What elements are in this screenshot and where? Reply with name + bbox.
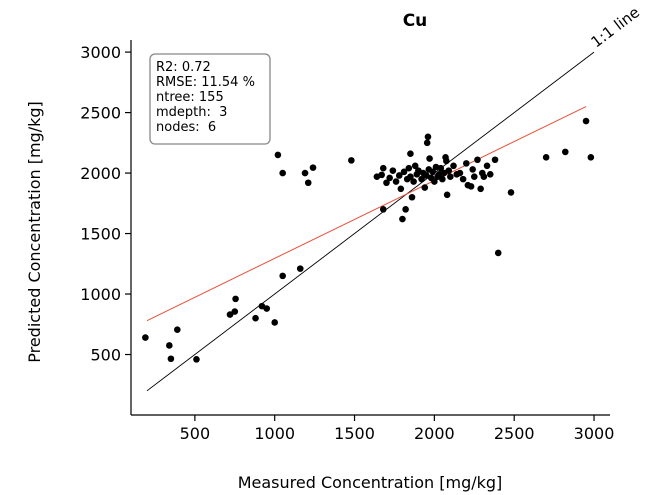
stats-nodes: nodes: 6 [156, 120, 216, 135]
data-point [408, 193, 416, 201]
data-point [397, 185, 405, 193]
data-point [463, 160, 470, 167]
data-point [383, 179, 390, 187]
data-point [469, 166, 476, 173]
data-point [389, 167, 397, 174]
y-tick-label: 2500 [80, 104, 121, 123]
data-point [410, 178, 417, 185]
data-point [426, 155, 433, 162]
y-axis-label: Predicted Concentration [mg/kg] [25, 101, 44, 363]
data-point [301, 169, 309, 177]
y-tick-label: 1500 [80, 225, 121, 244]
data-point [467, 183, 475, 190]
data-point [561, 148, 569, 156]
data-point [494, 249, 502, 257]
y-tick-label: 1000 [80, 285, 121, 304]
data-point [193, 356, 200, 363]
data-point [447, 173, 454, 180]
data-point [226, 311, 234, 318]
identity-line-label: 1:1 line [588, 3, 643, 51]
data-point [424, 133, 432, 141]
data-point [474, 156, 481, 164]
data-point [263, 305, 271, 312]
data-point [252, 314, 259, 322]
y-tick-label: 2000 [80, 164, 121, 183]
data-point [274, 151, 282, 159]
data-point [296, 265, 304, 272]
data-point [400, 168, 408, 176]
stats-mdepth: mdepth: 3 [156, 105, 227, 120]
data-point [437, 164, 445, 172]
x-tick-label: 1000 [254, 424, 295, 443]
data-point [439, 175, 446, 183]
data-point [418, 175, 425, 183]
data-point [477, 185, 484, 193]
data-point [411, 162, 419, 170]
data-point [379, 206, 387, 213]
stats-r2: R2: 0.72 [156, 60, 211, 75]
data-point [429, 168, 437, 176]
stats-rmse: RMSE: 11.54 % [156, 75, 255, 90]
data-point [459, 175, 467, 183]
x-tick-label: 1500 [334, 424, 375, 443]
data-point [443, 157, 450, 165]
x-tick-label: 500 [180, 424, 211, 443]
data-point [174, 326, 181, 334]
data-point [421, 184, 429, 191]
x-tick-label: 2500 [494, 424, 535, 443]
data-point [405, 164, 413, 172]
data-point [582, 117, 590, 125]
data-point [470, 173, 478, 180]
data-point [507, 189, 515, 196]
data-point [379, 164, 387, 172]
data-point [167, 355, 175, 363]
data-point [445, 167, 453, 174]
data-point [309, 164, 317, 171]
data-point [271, 319, 279, 326]
y-tick-label: 3000 [80, 43, 121, 62]
data-point [480, 173, 488, 180]
data-point [231, 308, 239, 315]
stats-box: R2: 0.72 RMSE: 11.54 % ntree: 155 mdepth… [149, 53, 271, 145]
data-point [142, 334, 149, 341]
data-point [407, 150, 414, 158]
x-tick-label: 2000 [414, 424, 455, 443]
data-point [395, 172, 403, 179]
data-point [304, 179, 312, 187]
data-point [456, 169, 464, 177]
data-point [587, 154, 595, 161]
regression-line [146, 106, 587, 322]
data-point [378, 171, 385, 179]
data-point [423, 139, 431, 147]
data-point [348, 157, 355, 164]
data-point [407, 173, 414, 180]
data-point [486, 170, 494, 178]
identity-line [146, 51, 595, 392]
x-tick-label: 3000 [574, 424, 615, 443]
data-point [279, 169, 286, 177]
data-point [386, 174, 393, 182]
data-point [483, 162, 491, 170]
y-tick-label: 500 [90, 346, 121, 365]
chart-title: Cu [403, 11, 428, 31]
data-point [431, 178, 438, 185]
data-point [450, 162, 457, 170]
x-axis-label: Measured Concentration [mg/kg] [238, 473, 503, 492]
data-point [491, 156, 499, 164]
data-point [399, 215, 406, 223]
data-point [402, 206, 409, 213]
data-point [392, 178, 400, 185]
data-point [232, 295, 239, 303]
data-point [542, 154, 550, 161]
stats-box-frame [149, 53, 271, 145]
data-point [166, 342, 173, 349]
stats-ntree: ntree: 155 [156, 90, 224, 105]
data-point [279, 272, 286, 280]
data-point [443, 191, 451, 199]
